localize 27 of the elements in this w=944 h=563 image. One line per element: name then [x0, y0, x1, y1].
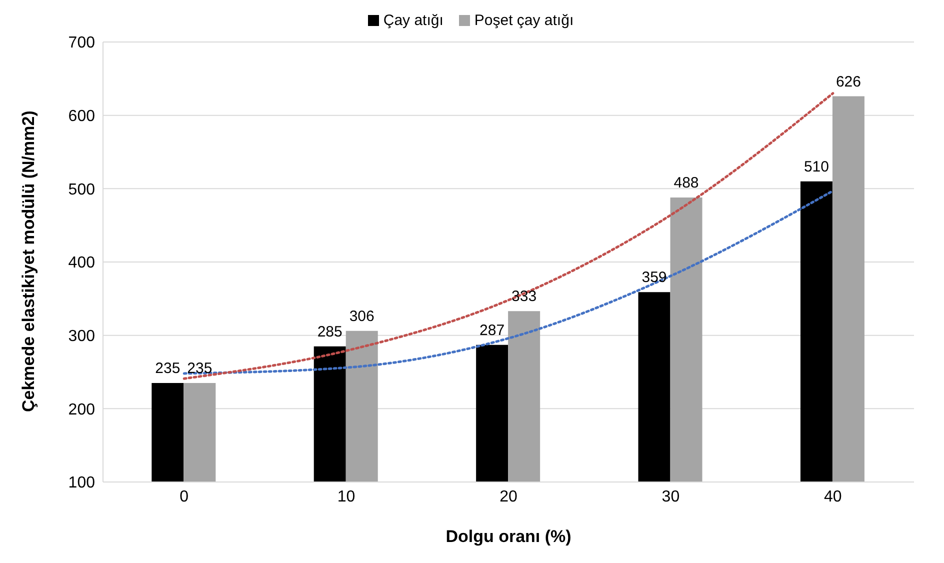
line-series [182, 190, 834, 375]
x-tick-label: 30 [662, 488, 680, 506]
y-tick-label: 400 [68, 254, 96, 272]
data-label: 285 [317, 323, 342, 340]
x-tick-label: 40 [824, 488, 842, 506]
data-label: 488 [674, 174, 699, 192]
legend-label: Çay atığı [382, 12, 444, 28]
x-tick-label: 10 [337, 488, 356, 506]
legend-label: Poşet çay atığı [473, 12, 574, 28]
data-label: 626 [836, 73, 861, 90]
x-tick-label: 0 [180, 488, 189, 506]
line-series [182, 92, 834, 380]
data-label: 306 [349, 308, 374, 325]
x-tick-label: 20 [500, 488, 518, 506]
y-tick-label: 300 [68, 328, 96, 346]
y-tick-label: 100 [68, 474, 96, 492]
y-axis-title: Çekmede elastikiyet modülü (N/mm2) [19, 110, 38, 412]
y-tick-label: 600 [68, 108, 96, 126]
y-tick-label: 700 [68, 34, 96, 52]
data-label: 235 [155, 360, 180, 377]
data-label: 510 [804, 158, 829, 176]
data-label: 333 [512, 288, 537, 306]
data-label: 287 [480, 322, 505, 339]
y-tick-label: 200 [68, 401, 96, 418]
x-axis-title: Dolgu oranı (%) [446, 527, 572, 546]
data-label: 359 [642, 269, 667, 286]
y-tick-label: 500 [68, 181, 96, 198]
